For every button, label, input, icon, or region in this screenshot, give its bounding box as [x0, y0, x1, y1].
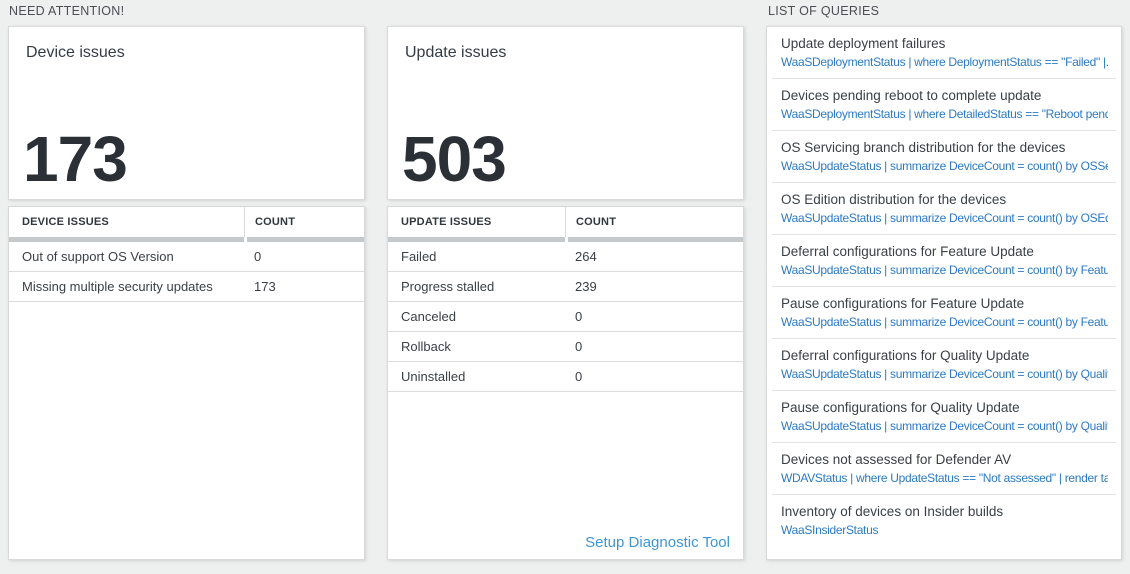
query-title: Devices pending reboot to complete updat…: [781, 88, 1042, 103]
query-title: Deferral configurations for Feature Upda…: [781, 244, 1034, 259]
query-title: OS Servicing branch distribution for the…: [781, 140, 1066, 155]
query-list-item[interactable]: Deferral configurations for Quality Upda…: [772, 339, 1116, 391]
count-column-header: COUNT: [244, 207, 364, 237]
update-issues-rows: Failed 264 Progress stalled 239 Canceled…: [388, 242, 743, 392]
query-text: WaaSUpdateStatus | summarize DeviceCount…: [781, 419, 1108, 433]
table-row[interactable]: Failed 264: [388, 242, 743, 272]
device-issues-table: DEVICE ISSUES COUNT Out of support OS Ve…: [8, 206, 365, 560]
query-list-item[interactable]: Devices not assessed for Defender AV WDA…: [772, 443, 1116, 495]
device-issues-rows: Out of support OS Version 0 Missing mult…: [9, 242, 364, 302]
count-column-header: COUNT: [565, 207, 743, 237]
table-row[interactable]: Rollback 0: [388, 332, 743, 362]
query-text: WaaSUpdateStatus | summarize DeviceCount…: [781, 211, 1108, 225]
table-row[interactable]: Uninstalled 0: [388, 362, 743, 392]
query-title: Inventory of devices on Insider builds: [781, 504, 1004, 519]
query-title: Devices not assessed for Defender AV: [781, 452, 1012, 467]
table-row[interactable]: Progress stalled 239: [388, 272, 743, 302]
query-text: WaaSUpdateStatus | summarize DeviceCount…: [781, 315, 1108, 329]
issue-count: 0: [575, 369, 583, 384]
query-list-item[interactable]: OS Edition distribution for the devices …: [772, 183, 1116, 235]
device-issues-title: Device issues: [26, 44, 125, 61]
issue-count: 0: [575, 309, 583, 324]
section-header-list-of-queries: LIST OF QUERIES: [768, 4, 880, 18]
issue-count: 239: [575, 279, 597, 294]
query-list-item[interactable]: OS Servicing branch distribution for the…: [772, 131, 1116, 183]
issue-label: Missing multiple security updates: [22, 279, 213, 294]
query-title: Update deployment failures: [781, 36, 946, 51]
query-text: WaaSDeploymentStatus | where DetailedSta…: [781, 107, 1108, 121]
issue-count: 264: [575, 249, 597, 264]
query-list-item[interactable]: Pause configurations for Quality Update …: [772, 391, 1116, 443]
setup-diagnostic-tool-link[interactable]: Setup Diagnostic Tool: [585, 534, 730, 551]
update-issues-table: UPDATE ISSUES COUNT Failed 264 Progress …: [387, 206, 744, 560]
query-list-item[interactable]: Pause configurations for Feature Update …: [772, 287, 1116, 339]
device-issues-count: 173: [23, 123, 128, 195]
issue-label: Out of support OS Version: [22, 249, 174, 264]
query-list-panel: Update deployment failures WaaSDeploymen…: [766, 26, 1122, 560]
query-list-item[interactable]: Update deployment failures WaaSDeploymen…: [772, 27, 1116, 79]
issue-label: Failed: [401, 249, 437, 264]
issue-label: Uninstalled: [401, 369, 466, 384]
table-row[interactable]: Missing multiple security updates 173: [9, 272, 364, 302]
query-title: Pause configurations for Feature Update: [781, 296, 1025, 311]
update-issues-tile[interactable]: Update issues 503: [387, 26, 744, 200]
query-title: Pause configurations for Quality Update: [781, 400, 1020, 415]
query-list-item[interactable]: Inventory of devices on Insider builds W…: [772, 495, 1116, 546]
device-issues-column-header: DEVICE ISSUES: [22, 216, 109, 228]
query-title: Deferral configurations for Quality Upda…: [781, 348, 1030, 363]
query-list: Update deployment failures WaaSDeploymen…: [767, 27, 1121, 546]
update-issues-table-header: UPDATE ISSUES COUNT: [388, 207, 743, 237]
issue-label: Progress stalled: [401, 279, 495, 294]
issue-count: 173: [254, 279, 276, 294]
update-issues-count: 503: [402, 123, 507, 195]
table-row[interactable]: Canceled 0: [388, 302, 743, 332]
issue-count: 0: [254, 249, 262, 264]
device-issues-tile[interactable]: Device issues 173: [8, 26, 365, 200]
table-header-divider: [388, 237, 743, 242]
query-text: WaaSDeploymentStatus | where DeploymentS…: [781, 55, 1108, 69]
table-header-divider: [9, 237, 364, 242]
device-issues-table-header: DEVICE ISSUES COUNT: [9, 207, 364, 237]
issue-count: 0: [575, 339, 583, 354]
query-title: OS Edition distribution for the devices: [781, 192, 1007, 207]
query-list-item[interactable]: Devices pending reboot to complete updat…: [772, 79, 1116, 131]
table-row[interactable]: Out of support OS Version 0: [9, 242, 364, 272]
query-text: WaaSInsiderStatus: [781, 523, 879, 537]
update-issues-title: Update issues: [405, 44, 507, 61]
query-text: WaaSUpdateStatus | summarize DeviceCount…: [781, 159, 1108, 173]
query-text: WaaSUpdateStatus | summarize DeviceCount…: [781, 263, 1108, 277]
issue-label: Canceled: [401, 309, 456, 324]
section-header-need-attention: NEED ATTENTION!: [9, 4, 125, 18]
query-text: WDAVStatus | where UpdateStatus == "Not …: [781, 471, 1108, 485]
update-issues-column-header: UPDATE ISSUES: [401, 216, 492, 228]
query-list-item[interactable]: Deferral configurations for Feature Upda…: [772, 235, 1116, 287]
query-text: WaaSUpdateStatus | summarize DeviceCount…: [781, 367, 1108, 381]
issue-label: Rollback: [401, 339, 451, 354]
